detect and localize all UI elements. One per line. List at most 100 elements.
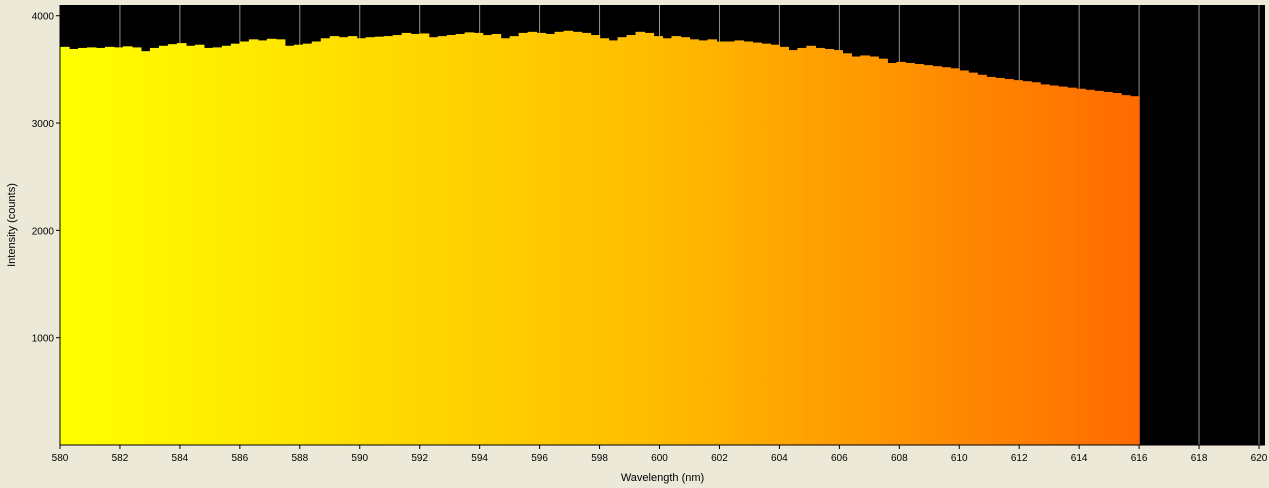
spectrum-bar <box>158 45 169 445</box>
spectrum-bar <box>770 44 781 446</box>
spectrum-bar <box>185 45 196 445</box>
spectrum-bar <box>356 38 367 446</box>
spectrum-bar <box>599 38 610 446</box>
spectrum-bar <box>797 47 807 446</box>
spectrum-bar <box>671 36 682 446</box>
x-tick-label: 612 <box>1011 453 1028 464</box>
spectrum-bar <box>86 47 97 445</box>
spectrum-bar <box>482 35 493 446</box>
spectrum-bar <box>887 62 897 445</box>
spectrum-bar <box>815 47 825 446</box>
spectrum-bar <box>401 32 412 446</box>
spectrum-bar <box>959 70 969 446</box>
x-tick-label: 590 <box>351 453 368 464</box>
x-tick-label: 616 <box>1131 453 1148 464</box>
spectrum-bar <box>518 32 529 446</box>
x-tick-label: 608 <box>891 453 908 464</box>
spectrum-bar <box>320 38 331 446</box>
spectrum-bar <box>806 45 816 445</box>
spectrum-bar <box>311 41 322 446</box>
spectrum-bar <box>653 36 664 446</box>
x-tick-label: 586 <box>232 453 249 464</box>
spectrum-bar <box>698 40 709 445</box>
spectrum-bar <box>113 47 124 445</box>
spectrum-bar <box>1058 86 1068 445</box>
spectrum-bar <box>509 36 520 446</box>
x-tick-label: 614 <box>1071 453 1088 464</box>
y-tick-label: 4000 <box>32 12 55 23</box>
spectrum-bar <box>392 35 403 446</box>
spectrum-bar <box>68 49 79 445</box>
spectrum-bar <box>1004 79 1014 446</box>
spectrum-bar <box>608 40 619 445</box>
spectrum-bar <box>680 37 691 445</box>
spectrum-bar <box>707 39 718 446</box>
x-axis-ticks: 580 582 584 586 588 590 592 594 596 598 600 602 604 6… <box>52 445 1268 464</box>
spectrum-bar <box>221 45 232 445</box>
spectrum-bar <box>689 39 700 446</box>
y-tick-label: 2000 <box>32 226 55 237</box>
x-tick-label: 580 <box>52 453 69 464</box>
spectrum-bar <box>779 46 789 445</box>
spectrum-bar <box>905 62 915 445</box>
y-tick-label: 3000 <box>32 119 55 130</box>
spectrum-bar <box>1022 81 1032 445</box>
spectrum-bar <box>284 45 295 445</box>
spectrum-bar <box>500 38 511 446</box>
spectrum-bar <box>194 44 205 446</box>
spectrum-bar <box>563 30 574 445</box>
spectrum-bar <box>302 43 313 445</box>
x-tick-label: 606 <box>831 453 848 464</box>
spectrum-bar <box>464 32 475 446</box>
spectrum-bar <box>932 66 942 446</box>
spectrum-bar <box>275 39 286 446</box>
x-tick-label: 618 <box>1191 453 1208 464</box>
spectrum-bar <box>95 47 106 446</box>
spectrum-bar <box>104 46 115 445</box>
spectrum-bar <box>824 49 834 445</box>
spectrum-bar <box>1112 93 1122 445</box>
spectrum-bar <box>617 37 628 445</box>
spectrum-bar <box>941 67 951 446</box>
spectrum-bar <box>455 33 466 445</box>
spectrum-bar <box>365 37 376 445</box>
spectrum-bar <box>527 31 538 446</box>
spectrum-bar <box>122 46 133 445</box>
x-tick-label: 604 <box>771 453 788 464</box>
spectrum-bar <box>437 36 448 446</box>
spectrum-bar <box>212 47 223 445</box>
spectrum-bar <box>1040 84 1050 445</box>
x-tick-label: 620 <box>1251 453 1268 464</box>
spectrum-bar <box>203 47 214 446</box>
spectrum-bar <box>77 47 88 446</box>
spectrum-bar <box>1013 80 1023 445</box>
spectrum-bar <box>257 40 268 445</box>
spectrum-bar <box>131 47 142 445</box>
spectrum-bar <box>230 43 241 445</box>
spectrum-bar <box>590 35 601 446</box>
x-axis-title: Wavelength (nm) <box>621 472 704 484</box>
spectrum-bar <box>1076 88 1086 446</box>
spectrum-bar <box>851 56 861 445</box>
spectrum-bar <box>716 41 727 446</box>
spectrum-bar <box>176 43 187 445</box>
spectrum-bar <box>1121 95 1131 446</box>
spectrum-bar <box>473 32 484 446</box>
spectrum-bar <box>1049 85 1059 446</box>
spectrum-bar <box>995 77 1005 445</box>
x-tick-label: 588 <box>291 453 308 464</box>
spectrum-bar <box>347 36 358 446</box>
spectrum-bar <box>410 33 421 445</box>
spectrum-bar <box>1085 89 1095 445</box>
spectrum-bar <box>743 41 754 446</box>
spectrum-bar <box>644 32 655 446</box>
spectrum-bars <box>60 30 1140 446</box>
x-tick-label: 594 <box>471 453 488 464</box>
spectrum-bar <box>545 33 556 445</box>
y-axis-title: Intensity (counts) <box>6 183 18 267</box>
spectrum-bar <box>536 32 547 446</box>
spectrum-bar <box>1094 90 1104 445</box>
spectrum-bar <box>833 50 843 445</box>
spectrum-bar <box>419 33 430 445</box>
